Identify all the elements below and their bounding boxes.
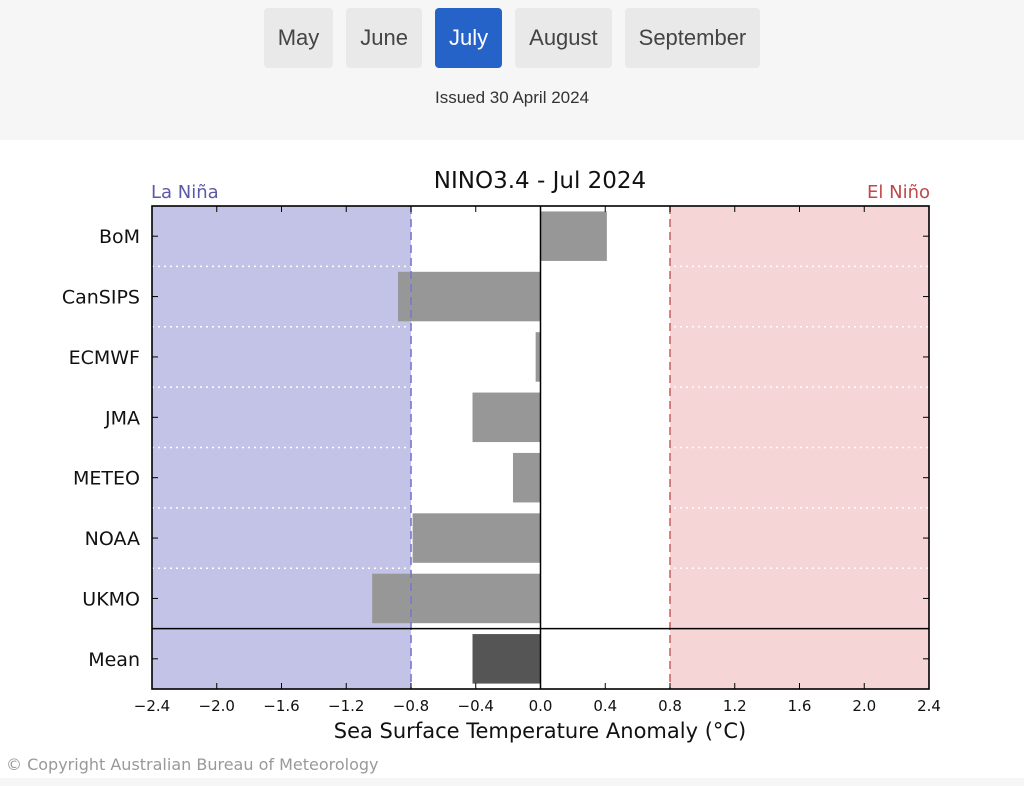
y-tick-label: ECMWF	[69, 347, 140, 369]
el-nino-label: El Niño	[867, 182, 930, 203]
month-selector-bar: May June July August September Issued 30 Apr…	[0, 0, 1024, 140]
y-tick-label: UKMO	[82, 588, 140, 610]
bar-ecmwf	[535, 332, 541, 382]
x-tick-label: 0.0	[529, 697, 553, 715]
bar-noaa	[412, 513, 541, 563]
x-tick-label: 1.6	[788, 697, 812, 715]
y-tick-label: BoM	[99, 226, 140, 248]
tab-june[interactable]: June	[346, 8, 423, 68]
bar-jma	[472, 392, 541, 443]
bar-ukmo	[372, 573, 541, 624]
bar-cansips	[398, 271, 541, 322]
y-tick-label: NOAA	[85, 528, 140, 550]
copyright-text: © Copyright Australian Bureau of Meteoro…	[6, 755, 379, 774]
tab-september[interactable]: September	[624, 8, 761, 68]
x-tick-label: −2.0	[199, 697, 235, 715]
x-tick-label: 0.8	[658, 697, 682, 715]
x-tick-label: −2.4	[134, 697, 170, 715]
tab-may[interactable]: May	[263, 8, 334, 68]
y-tick-label: JMA	[104, 407, 140, 429]
y-tick-label: CanSIPS	[62, 287, 140, 309]
x-tick-label: −0.8	[393, 697, 429, 715]
x-tick-label: −1.6	[263, 697, 299, 715]
y-tick-label: METEO	[73, 468, 140, 490]
x-tick-label: 1.2	[723, 697, 747, 715]
nino34-chart: −2.4 −2.0 −1.6 −1.2 −0.8 −0.4 0.0 0.4 0.8 1.2 1.6 2…	[6, 168, 941, 774]
bar-meteo	[512, 452, 541, 503]
footer-divider	[0, 778, 1024, 786]
y-tick-label: Mean	[88, 649, 140, 671]
tab-august[interactable]: August	[515, 8, 612, 68]
x-tick-label: −0.4	[458, 697, 494, 715]
x-tick-label: 0.4	[593, 697, 617, 715]
x-tick-label: 2.4	[917, 697, 941, 715]
bar-bom	[540, 211, 607, 261]
x-axis-label: Sea Surface Temperature Anomaly (°C)	[334, 719, 747, 743]
x-tick-label: −1.2	[328, 697, 364, 715]
chart-title: NINO3.4 - Jul 2024	[434, 168, 646, 194]
bar-mean	[472, 634, 541, 684]
tab-july[interactable]: July	[435, 8, 503, 68]
x-tick-label: 2.0	[852, 697, 876, 715]
issued-date: Issued 30 April 2024	[434, 88, 590, 107]
month-tabs: May June July August September	[0, 8, 1024, 68]
la-nina-label: La Niña	[151, 182, 219, 203]
